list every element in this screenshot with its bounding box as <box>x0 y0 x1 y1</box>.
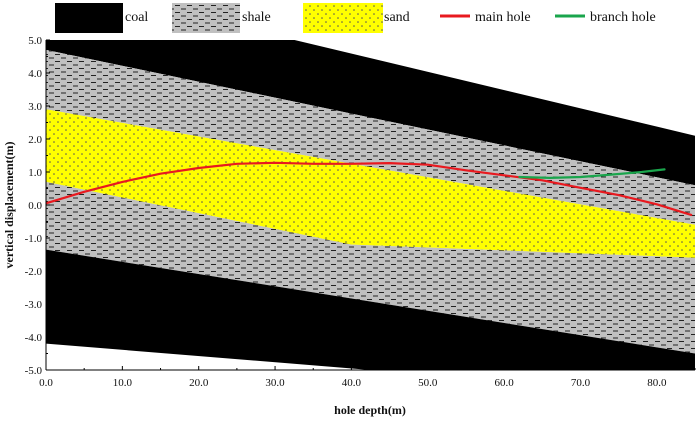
x-tick-label: 40.0 <box>342 377 362 389</box>
y-tick-label: 0.0 <box>28 200 42 212</box>
axes: 5.04.03.02.01.00.0-1.0-2.0-3.0-4.0-5.00.… <box>25 35 696 389</box>
legend-swatch-coal <box>55 3 123 33</box>
x-tick-label: 70.0 <box>571 377 591 389</box>
y-tick-label: 5.0 <box>28 35 42 47</box>
plot-area <box>46 40 695 370</box>
y-axis-label: vertical displacement(m) <box>2 142 16 269</box>
x-tick-label: 50.0 <box>418 377 438 389</box>
legend-label-shale: shale <box>242 10 271 25</box>
y-tick-label: -1.0 <box>25 233 43 245</box>
legend-label-coal: coal <box>125 10 148 25</box>
y-tick-label: 4.0 <box>28 68 42 80</box>
legend-label-main-hole: main hole <box>475 10 531 25</box>
y-tick-label: -4.0 <box>25 332 43 344</box>
y-tick-label: -5.0 <box>25 365 43 377</box>
legend-label-sand: sand <box>384 10 410 25</box>
y-tick-label: 3.0 <box>28 101 42 113</box>
x-tick-label: 20.0 <box>189 377 209 389</box>
coal-layer-upper <box>46 40 695 186</box>
x-tick-label: 30.0 <box>265 377 285 389</box>
y-tick-label: -2.0 <box>25 266 43 278</box>
y-tick-label: -3.0 <box>25 299 43 311</box>
shale-layer-lower <box>46 181 695 354</box>
y-tick-label: 2.0 <box>28 134 42 146</box>
legend: coal shale sand main hole branch hole <box>55 3 656 33</box>
y-tick-label: 1.0 <box>28 167 42 179</box>
legend-swatch-shale <box>172 3 240 33</box>
legend-swatch-sand <box>303 3 383 33</box>
x-axis-label: hole depth(m) <box>334 403 406 417</box>
x-tick-label: 10.0 <box>113 377 133 389</box>
coal-layer-lower <box>46 249 695 370</box>
x-tick-label: 80.0 <box>647 377 667 389</box>
shale-layer-upper <box>46 49 695 225</box>
series-layer <box>46 161 693 216</box>
sand-layer <box>46 109 695 258</box>
series-line-branch-hole <box>518 168 666 179</box>
series-line-main-hole <box>46 161 693 216</box>
legend-label-branch-hole: branch hole <box>590 10 656 25</box>
x-tick-label: 0.0 <box>39 377 53 389</box>
x-tick-label: 60.0 <box>494 377 514 389</box>
